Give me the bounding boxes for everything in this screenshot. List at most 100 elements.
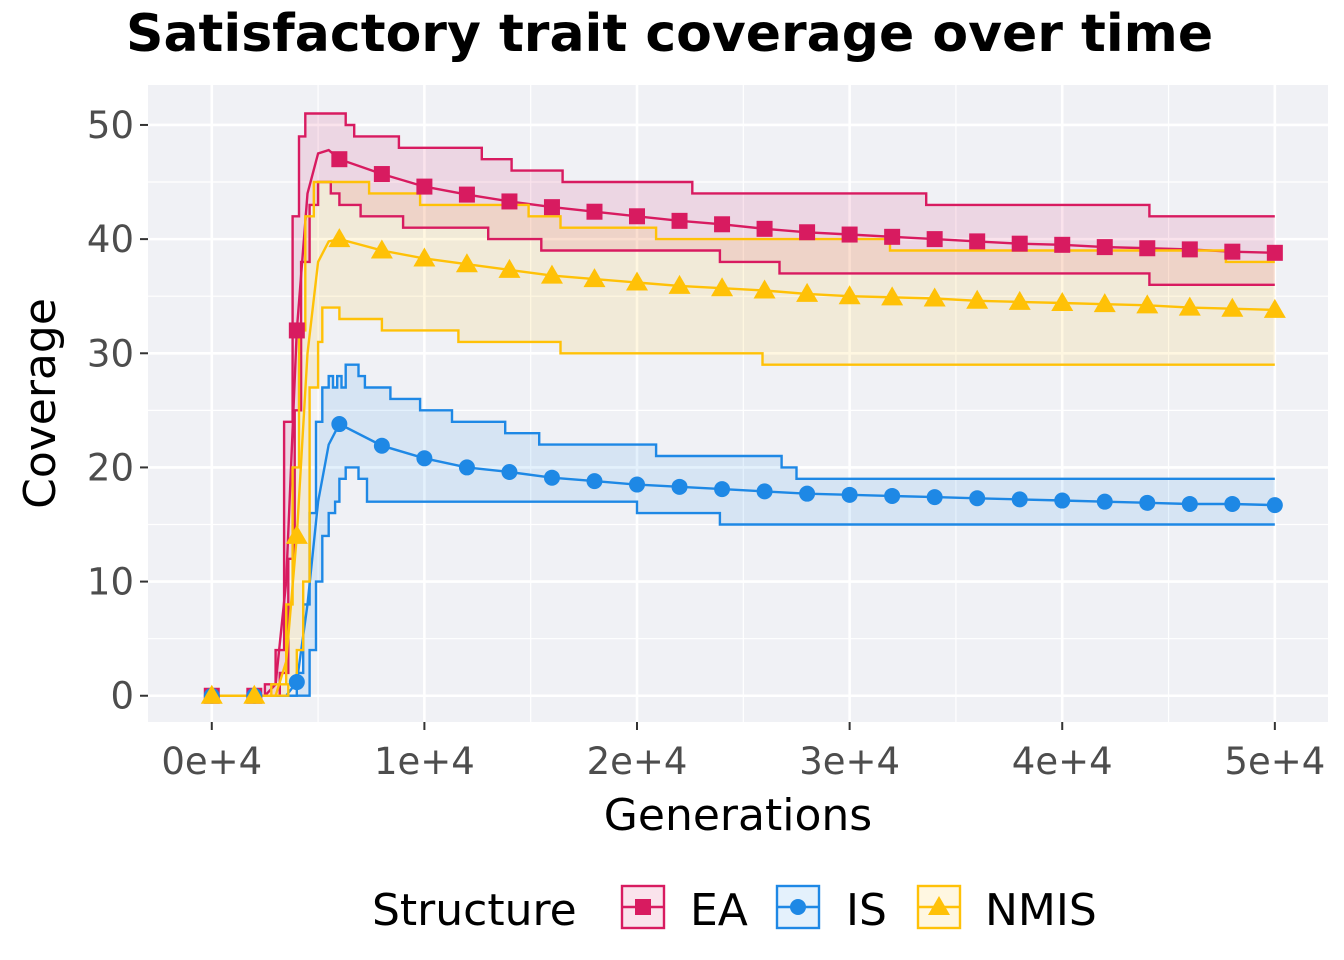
data-point-is [1096,493,1113,510]
data-point-ea [1139,240,1156,257]
data-point-nmis [1136,294,1159,314]
x-axis-label: Generations [604,790,872,841]
y-tick-label: 0 [110,675,134,718]
data-point-is [926,489,943,506]
band-nmis [211,182,1275,696]
data-point-is [629,476,646,493]
data-point-is [416,450,433,467]
x-tick-label: 5e+4 [1224,740,1325,783]
data-point-is [671,478,688,495]
band-is [211,364,1275,696]
data-point-is [501,463,518,480]
upper-bound-line [211,363,1275,697]
mean-line [211,237,1275,697]
data-point-is [884,487,901,504]
data-point-ea [543,199,560,216]
x-tick-label: 0e+4 [161,740,262,783]
data-point-nmis [413,247,436,267]
data-point-is [969,490,986,507]
data-point-ea [331,151,348,168]
data-point-ea [373,166,390,183]
data-point-ea [1224,243,1241,260]
legend-item-is: IS [775,884,887,936]
data-point-nmis [753,279,776,299]
y-tick-label: 50 [87,104,134,147]
upper-bound-line [211,180,1275,697]
data-point-nmis [838,285,861,305]
data-point-is [714,481,731,498]
legend-label: NMIS [985,885,1097,936]
data-point-ea [1181,241,1198,258]
data-point-nmis [243,684,266,704]
data-point-nmis [796,282,819,302]
data-point-nmis [455,253,478,273]
data-point-is [288,674,305,691]
data-point-nmis [1178,296,1201,316]
data-point-ea [1054,236,1071,253]
data-point-ea [926,231,943,248]
data-point-ea [841,226,858,243]
data-point-ea [884,228,901,245]
legend-marker [635,899,651,915]
series-nmis [211,180,1275,697]
x-tick-label: 1e+4 [374,740,475,783]
y-tick-label: 20 [87,446,134,489]
y-axis-label: Coverage [15,298,66,509]
y-tick-label: 10 [87,561,134,604]
data-point-nmis [583,268,606,288]
data-point-ea [458,186,475,203]
legend-marker [790,899,806,915]
lower-bound-line [211,466,1275,697]
data-point-nmis [923,287,946,307]
data-point-ea [416,178,433,195]
chart-title: Satisfactory trait coverage over time [126,4,1214,64]
data-point-ea [714,216,731,233]
data-point-nmis [966,289,989,309]
data-point-nmis [711,277,734,297]
data-point-ea [586,203,603,220]
data-point-ea [288,322,305,339]
y-tick-label: 30 [87,332,134,375]
data-point-ea [969,233,986,250]
data-point-ea [1266,244,1283,261]
data-point-nmis [1008,290,1031,310]
data-point-ea [629,208,646,225]
data-point-is [1054,492,1071,509]
data-point-nmis [370,239,393,259]
data-point-is [1139,494,1156,511]
data-point-ea [1011,235,1028,252]
data-point-is [373,437,390,454]
data-point-ea [501,193,518,210]
legend-label: EA [690,885,748,936]
data-point-nmis [881,286,904,306]
data-point-nmis [540,264,563,284]
data-point-ea [671,212,688,229]
x-tick-label: 2e+4 [587,740,688,783]
data-point-nmis [1051,292,1074,312]
data-point-is [458,459,475,476]
legend-item-nmis: NMIS [916,884,1097,936]
data-point-nmis [498,258,521,278]
data-point-is [1224,495,1241,512]
data-point-nmis [1221,297,1244,317]
band-ea [211,113,1275,696]
data-point-ea [1096,239,1113,256]
data-point-is [841,486,858,503]
data-point-nmis [328,228,351,248]
data-point-nmis [626,271,649,291]
data-point-is [799,485,816,502]
data-point-ea [756,220,773,237]
data-point-nmis [285,524,308,544]
data-point-nmis [668,274,691,294]
legend-label: IS [846,885,887,936]
data-point-is [1181,495,1198,512]
y-tick-label: 40 [87,218,134,261]
x-tick-label: 3e+4 [799,740,900,783]
data-point-is [1011,491,1028,508]
data-point-is [756,483,773,500]
x-tick-label: 4e+4 [1012,740,1113,783]
legend-item-ea: EA [620,884,748,936]
data-point-ea [799,224,816,241]
data-point-is [586,473,603,490]
